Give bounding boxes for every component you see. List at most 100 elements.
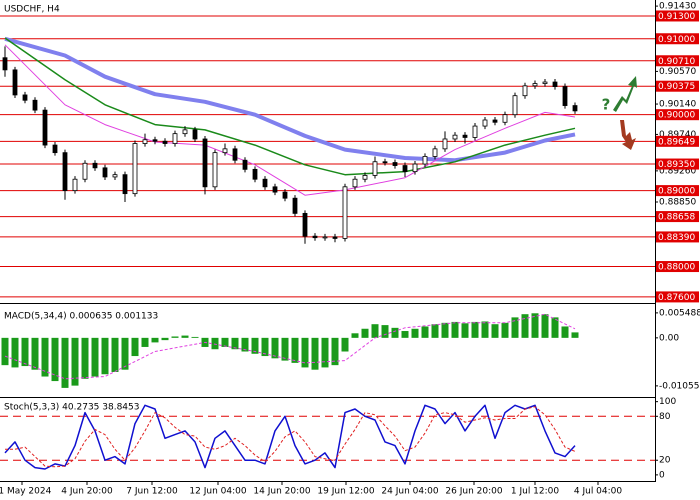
candle-body [22,94,28,101]
level-label-box [656,135,699,147]
level-label: 0.88000 [658,263,695,273]
macd-bar [541,314,549,338]
candle-body [282,191,288,199]
candle-body [542,81,548,84]
candle-body [242,159,248,170]
candle-body [372,161,378,176]
indicator-line [4,37,576,176]
macd-bar [351,333,359,338]
macd-bar [251,337,259,354]
level-label: 0.91300 [658,12,695,22]
level-label: 0.89350 [658,160,695,170]
macd-bar [121,337,129,370]
candle-body [272,186,278,193]
candle-body [452,134,458,140]
macd-bar [111,337,119,372]
macd-bar [271,337,279,359]
candle-body [2,57,8,71]
y-tick-label: 0.005488 [659,308,700,318]
indicator-line [4,44,576,196]
level-label-box [656,80,699,92]
candle-body [212,152,218,188]
macd-bar [141,337,149,347]
annotation: ? [602,96,611,114]
candle-body [202,138,208,188]
level-label-box [656,231,699,243]
macd-bar [441,322,449,338]
candle-body [32,99,38,111]
y-tick-label: 20 [659,456,671,466]
candle-body [502,114,508,123]
candle-body [462,134,468,138]
x-tick-label: 26 Jun 20:00 [445,487,502,497]
chart-title: USDCHF, H4 [4,5,60,15]
level-label-box [656,55,699,67]
candle-body [72,178,78,192]
candle-body [392,162,398,166]
macd-bar [321,337,329,368]
indicator-line [4,36,576,163]
y-tick-label: 0.88850 [659,198,696,208]
macd-bar [211,337,219,350]
candle-body [362,175,368,180]
level-label-box [656,33,699,45]
macd-bar [461,323,469,338]
candle-body [532,83,538,87]
candle-body [402,165,408,173]
macd-bar [81,337,89,379]
candle-body [12,69,18,96]
macd-bar [341,337,349,352]
candle-body [572,105,578,112]
level-label-box [656,291,699,303]
level-label-box [656,261,699,273]
macd-bar [501,322,509,338]
level-label-box [656,109,699,121]
level-label: 0.88658 [658,213,695,223]
candle-body [42,109,48,146]
macd-bar [311,337,319,370]
candle-body [182,129,188,135]
indicator-line [5,406,576,468]
macd-bar [451,321,459,338]
candle-body [492,119,498,123]
macd-bar [171,336,179,338]
candle-body [352,178,358,188]
candle-body [222,148,228,154]
y-tick-label: 0 [659,470,665,480]
macd-bar [91,337,99,377]
y-tick-label: -0.010555 [659,381,700,391]
macd-bar [241,337,249,352]
macd-bar [191,336,199,338]
candle-body [442,138,448,150]
y-tick-label: 0.00 [659,333,679,343]
macd-bar [151,337,159,343]
x-tick-label: 24 Jun 04:00 [381,487,438,497]
candle-body [412,163,418,173]
candle-body [232,148,238,161]
macd-bar [481,321,489,338]
macd-bar [281,337,289,361]
candle-body [332,236,338,239]
macd-bar [1,337,9,366]
candle-body [342,186,348,239]
candle-body [82,162,88,180]
y-tick-label: 0.89740 [659,130,696,140]
plot-layer: 0.91430 0.90570 0.90140 0.89740 0.89260 0.888… [0,2,700,480]
x-tick-label: 7 Jun 12:00 [126,487,178,497]
macd-bar [491,324,499,338]
macd-bar [71,337,79,386]
candle-body [422,156,428,165]
macd-bar [571,332,579,338]
x-tick-label: 4 Jun 20:00 [61,487,113,497]
macd-bar [101,337,109,375]
candle-body [142,139,148,144]
macd-bar [21,337,29,367]
macd-bar [301,337,309,368]
candle-body [112,174,118,178]
x-tick-label: 19 Jun 12:00 [317,487,374,497]
macd-bar [131,337,139,357]
up-arrow [613,76,637,112]
candle-body [152,139,158,142]
